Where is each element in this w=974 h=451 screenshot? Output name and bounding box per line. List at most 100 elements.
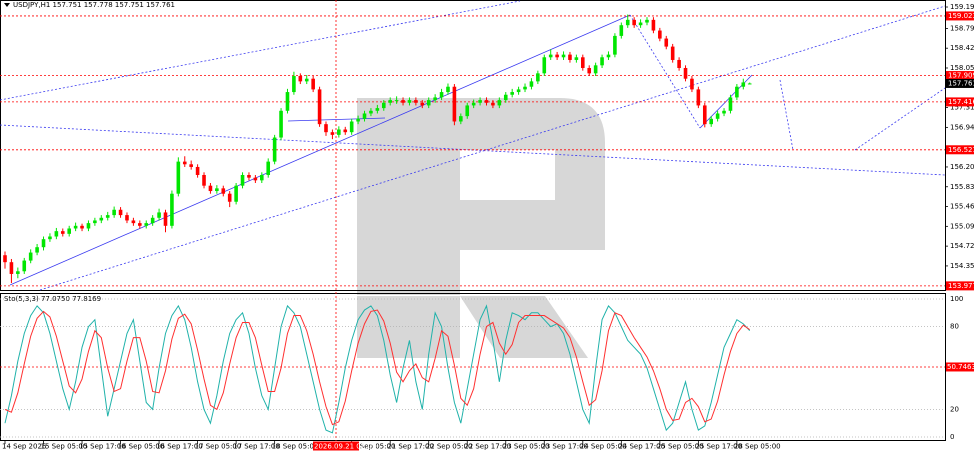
oscillator-line: [4, 304, 751, 434]
candle-body: [696, 89, 701, 106]
x-tick-label: 21 Sep 17:00: [387, 443, 434, 451]
candle-body: [529, 81, 534, 87]
candle-body: [253, 177, 258, 181]
x-tick-label: 24 Sep 05:00: [580, 443, 627, 451]
candle-body: [317, 89, 322, 125]
candle-body: [555, 54, 559, 58]
candle-body: [163, 212, 168, 226]
y-tick-label: 154.350: [950, 262, 974, 270]
candle-body: [266, 161, 271, 175]
candle-body: [349, 121, 354, 133]
oscillator-title: Sto(5,3,3) 77.0750 77.8169: [4, 295, 101, 303]
candle-body: [484, 100, 489, 103]
osc-tick-label: 80: [950, 323, 959, 331]
osc-tick-label: 20: [950, 405, 959, 413]
menu-arrow: [4, 3, 10, 7]
candle-body: [54, 231, 59, 237]
candle-body: [369, 110, 373, 114]
y-tick-label: 158.420: [950, 44, 974, 52]
candle-body: [99, 217, 104, 221]
candle-body: [125, 215, 129, 221]
level-tag: [946, 281, 974, 291]
candle-body: [497, 100, 502, 106]
y-tick-label: 157.310: [950, 104, 974, 112]
candle-body: [292, 76, 296, 93]
x-tick-label: 16 Sep 05:00: [118, 443, 165, 451]
candle-body: [60, 231, 65, 234]
candle-body: [112, 209, 116, 216]
y-tick-label: 156.940: [950, 123, 974, 131]
candle-body: [375, 108, 380, 111]
candle-body: [304, 78, 309, 82]
y-tick-label: 154.720: [950, 242, 974, 250]
level-label: 153.977: [948, 282, 974, 290]
osc-level-tag: [946, 362, 974, 372]
candle-body: [324, 124, 328, 133]
candle-body: [356, 118, 360, 122]
candle-body: [638, 22, 643, 26]
candle-body: [157, 212, 161, 218]
last-price-tag: [946, 78, 974, 88]
candle-body: [632, 19, 636, 26]
candle-body: [131, 220, 136, 224]
y-tick-label: 155.090: [950, 222, 974, 230]
candle-body: [240, 174, 245, 186]
candle-body: [561, 54, 566, 58]
x-tick-label: 21 Sep 05:00: [349, 443, 396, 451]
x-tick-label: 18 Sep 05:00: [272, 443, 319, 451]
candle-body: [330, 132, 335, 135]
cursor-tag: [313, 441, 359, 451]
candle-body: [690, 78, 694, 90]
candle-body: [48, 236, 52, 240]
candle-body: [574, 57, 579, 60]
y-tick-label: 159.190: [950, 3, 974, 11]
candle-body: [510, 92, 514, 95]
osc-tick-label: 100: [950, 295, 963, 303]
candle-body: [433, 97, 437, 101]
candle-body: [388, 100, 392, 103]
y-tick-label: 155.830: [950, 183, 974, 191]
candle-body: [362, 113, 367, 119]
candle-body: [16, 271, 20, 274]
candle-body: [93, 220, 97, 224]
candle-body: [709, 118, 713, 125]
candle-body: [73, 225, 78, 229]
candle-body: [677, 59, 681, 68]
symbol-header: USDJPY,H1 157.751 157.778 157.751 157.76…: [13, 1, 175, 9]
candle-body: [343, 129, 348, 133]
candle-body: [446, 86, 450, 93]
candle-body: [606, 54, 611, 58]
x-tick-label: 23 Sep 05:00: [503, 443, 550, 451]
candle-body: [702, 105, 707, 125]
y-tick-label: 158.790: [950, 24, 974, 32]
candle-body: [202, 174, 206, 186]
candle-body: [86, 223, 91, 229]
candle-body: [587, 67, 592, 74]
candle-body: [670, 46, 675, 60]
candle-body: [105, 215, 110, 218]
candle-body: [80, 225, 84, 229]
candle-body: [401, 100, 405, 103]
watermark: [357, 98, 605, 358]
candle-body: [426, 100, 431, 106]
candle-body: [118, 209, 123, 216]
price-panel: [0, 0, 946, 291]
x-tick-label: 14 Sep 2026: [2, 443, 47, 451]
candle-body: [619, 25, 624, 36]
candle-body: [471, 102, 476, 106]
x-tick-label: 25 Sep 17:00: [695, 443, 742, 451]
candle-body: [735, 86, 739, 98]
candle-body: [581, 57, 585, 68]
candle-body: [35, 247, 39, 253]
candle-body: [452, 86, 457, 122]
candle-body: [625, 19, 630, 26]
candle-body: [279, 110, 283, 138]
candle-body: [9, 262, 14, 274]
osc-tick-label: 0: [950, 433, 954, 441]
candle-body: [503, 94, 508, 101]
candle-body: [613, 35, 617, 55]
candle-body: [208, 185, 213, 192]
x-tick-label: 16 Sep 17:00: [156, 443, 203, 451]
level-tag: [946, 71, 974, 81]
